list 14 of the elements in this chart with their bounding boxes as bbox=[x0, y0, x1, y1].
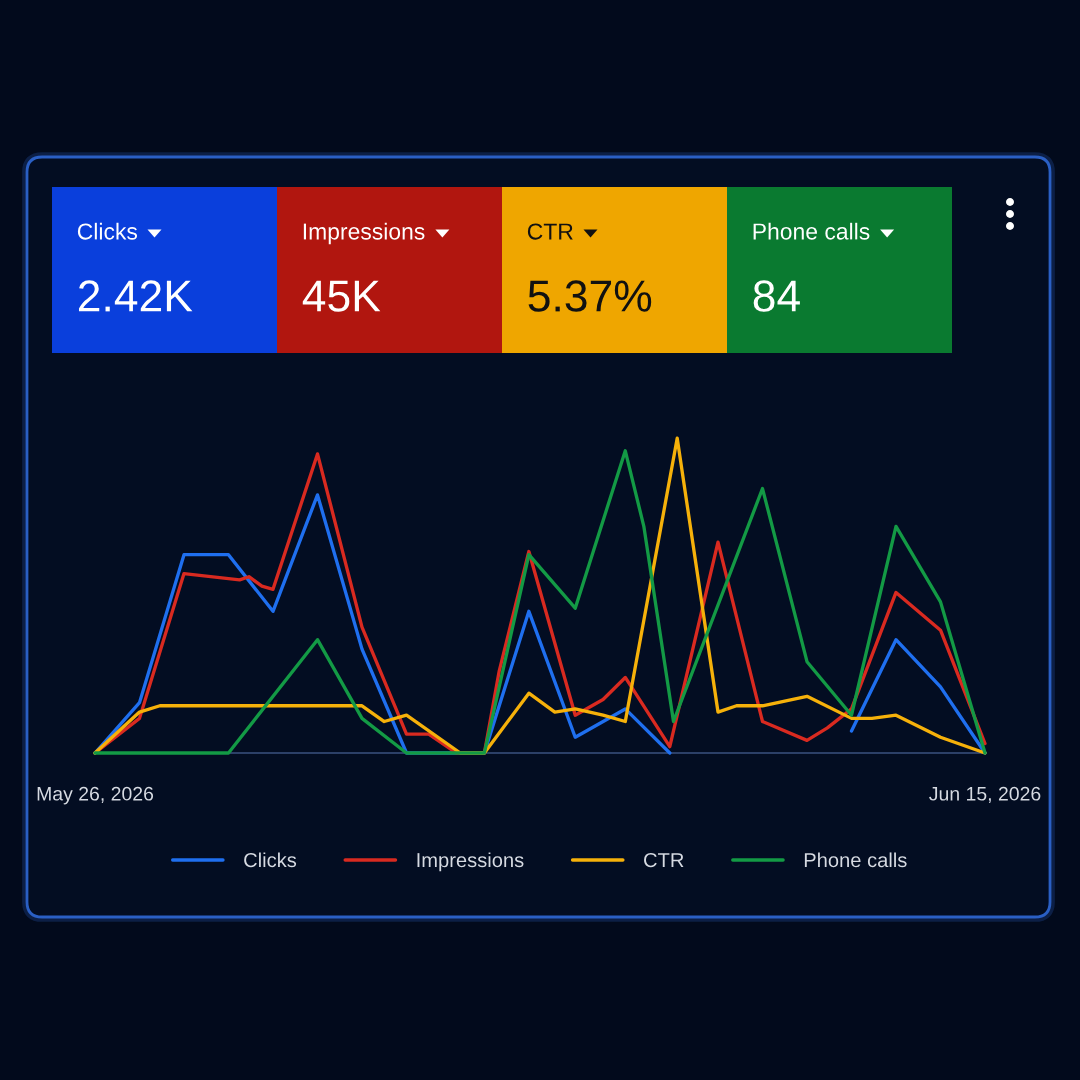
x-tick-label: May 26, 2026 bbox=[37, 786, 154, 805]
text: 2.42K bbox=[78, 280, 193, 312]
legend-label: Clicks bbox=[244, 852, 297, 868]
category-label: CTR bbox=[527, 223, 573, 240]
category-label: Clicks bbox=[77, 222, 138, 240]
text: 84 bbox=[753, 280, 800, 312]
x-tick-label: Jun 15, 2026 bbox=[929, 786, 1041, 803]
legend-label: Phone calls bbox=[804, 852, 907, 868]
text: 5.37% bbox=[528, 280, 652, 312]
text: 45K bbox=[302, 280, 381, 312]
legend-label: CTR bbox=[644, 852, 684, 868]
legend-label: Impressions bbox=[417, 852, 524, 872]
category-label: Phone calls bbox=[753, 222, 870, 240]
category-label: Impressions bbox=[303, 222, 425, 245]
